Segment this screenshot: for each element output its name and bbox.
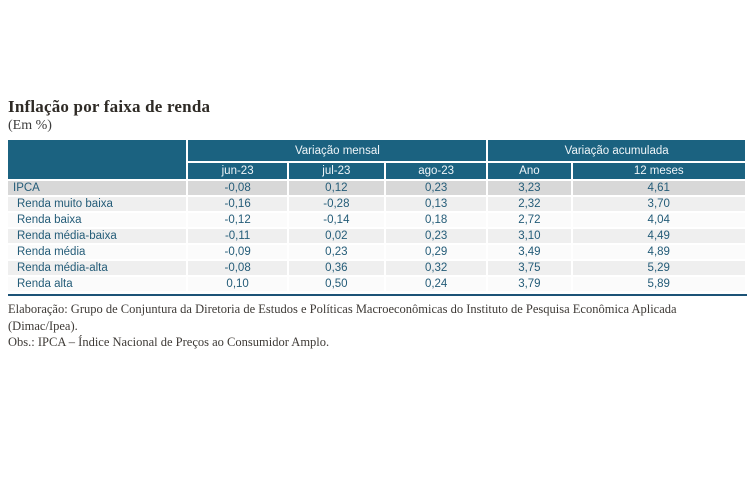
value-cell: 3,75 xyxy=(488,261,571,275)
value-cell: -0,16 xyxy=(188,197,287,211)
corner-cell xyxy=(8,140,187,179)
value-cell: -0,09 xyxy=(188,245,287,259)
value-cell: 4,04 xyxy=(572,213,745,227)
figure-container: Inflação por faixa de renda (Em %) Varia… xyxy=(6,97,747,351)
row-label: Renda média-baixa xyxy=(8,229,187,243)
column-header-jun-23: jun-23 xyxy=(188,163,287,179)
value-cell: 3,49 xyxy=(488,245,571,259)
row-label: Renda média-alta xyxy=(8,261,187,275)
table-body: IPCA -0,08 0,12 0,23 3,23 4,61 Renda muito bai… xyxy=(8,181,745,291)
value-cell: 2,32 xyxy=(488,197,571,211)
value-cell: 0,24 xyxy=(386,277,487,291)
value-cell: 3,10 xyxy=(488,229,571,243)
value-cell: 0,23 xyxy=(386,181,487,195)
figure-unit-label: (Em %) xyxy=(8,118,52,133)
value-cell: 0,23 xyxy=(288,245,384,259)
row-label: Renda muito baixa xyxy=(8,197,187,211)
row-label: Renda média xyxy=(8,245,187,259)
value-cell: 2,72 xyxy=(488,213,571,227)
column-header-jul-23: jul-23 xyxy=(288,163,384,179)
row-label: Renda alta xyxy=(8,277,187,291)
value-cell: 0,10 xyxy=(188,277,287,291)
column-header-ano: Ano xyxy=(488,163,571,179)
table-row: Renda baixa -0,12 -0,14 0,18 2,72 4,04 xyxy=(8,213,745,227)
value-cell: 0,50 xyxy=(288,277,384,291)
row-label: Renda baixa xyxy=(8,213,187,227)
elaboration-note: Elaboração: Grupo de Conjuntura da Diret… xyxy=(8,302,677,333)
value-cell: -0,08 xyxy=(188,181,287,195)
value-cell: 3,23 xyxy=(488,181,571,195)
inflation-table: Variação mensal Variação acumulada jun-2… xyxy=(6,138,747,293)
value-cell: 0,32 xyxy=(386,261,487,275)
table-row: Renda alta 0,10 0,50 0,24 3,79 5,89 xyxy=(8,277,745,291)
group-header-accumulated: Variação acumulada xyxy=(488,140,745,161)
value-cell: 3,70 xyxy=(572,197,745,211)
value-cell: 0,29 xyxy=(386,245,487,259)
group-header-monthly: Variação mensal xyxy=(188,140,487,161)
row-label: IPCA xyxy=(8,181,187,195)
value-cell: 0,18 xyxy=(386,213,487,227)
table-bottom-rule xyxy=(8,294,747,296)
value-cell: 3,79 xyxy=(488,277,571,291)
value-cell: 0,36 xyxy=(288,261,384,275)
figure-title: Inflação por faixa de renda xyxy=(8,97,211,116)
table-row: Renda média -0,09 0,23 0,29 3,49 4,89 xyxy=(8,245,745,259)
value-cell: 0,23 xyxy=(386,229,487,243)
value-cell: -0,12 xyxy=(188,213,287,227)
value-cell: 5,89 xyxy=(572,277,745,291)
table-row: Renda média-alta -0,08 0,36 0,32 3,75 5,29 xyxy=(8,261,745,275)
value-cell: 4,61 xyxy=(572,181,745,195)
table-row: IPCA -0,08 0,12 0,23 3,23 4,61 xyxy=(8,181,745,195)
value-cell: 0,12 xyxy=(288,181,384,195)
footnotes: Elaboração: Grupo de Conjuntura da Diret… xyxy=(8,301,747,351)
value-cell: -0,14 xyxy=(288,213,384,227)
observation-note: Obs.: IPCA – Índice Nacional de Preços a… xyxy=(8,335,330,349)
column-header-row: jun-23 jul-23 ago-23 Ano 12 meses xyxy=(8,163,745,179)
value-cell: 0,02 xyxy=(288,229,384,243)
value-cell: 0,13 xyxy=(386,197,487,211)
value-cell: -0,28 xyxy=(288,197,384,211)
column-header-12-meses: 12 meses xyxy=(572,163,745,179)
value-cell: 4,89 xyxy=(572,245,745,259)
value-cell: -0,11 xyxy=(188,229,287,243)
value-cell: 5,29 xyxy=(572,261,745,275)
table-row: Renda muito baixa -0,16 -0,28 0,13 2,32 3,70 xyxy=(8,197,745,211)
column-header-ago-23: ago-23 xyxy=(386,163,487,179)
value-cell: 4,49 xyxy=(572,229,745,243)
value-cell: -0,08 xyxy=(188,261,287,275)
group-header-row: Variação mensal Variação acumulada xyxy=(8,140,745,179)
table-header: Variação mensal Variação acumulada jun-2… xyxy=(8,140,745,179)
table-row: Renda média-baixa -0,11 0,02 0,23 3,10 4,49 xyxy=(8,229,745,243)
